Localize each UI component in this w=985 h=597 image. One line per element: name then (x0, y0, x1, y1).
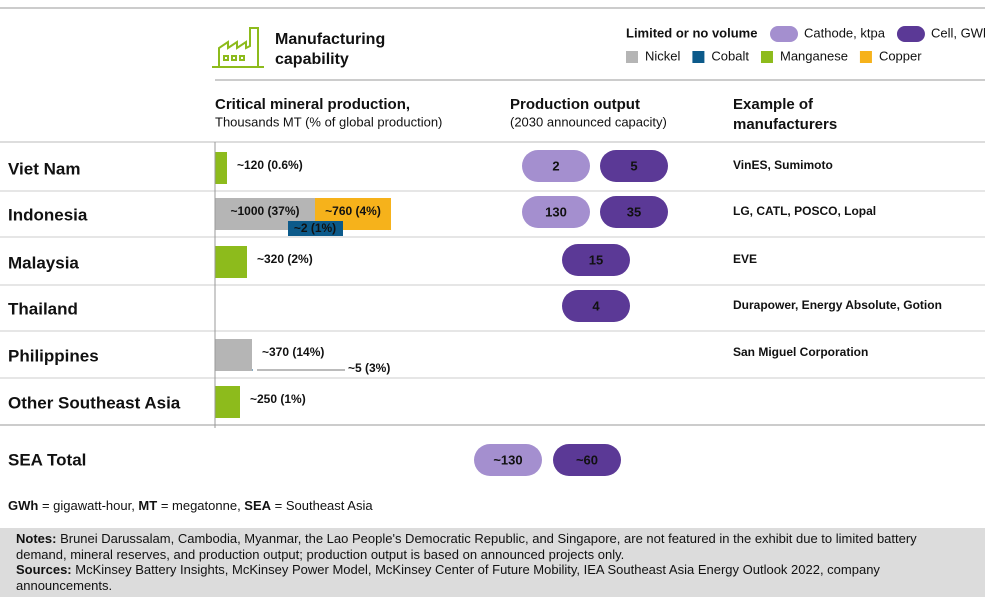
cell-pill (600, 150, 668, 182)
legend-pill (770, 26, 798, 42)
manufacturers: San Miguel Corporation (733, 345, 868, 359)
term: SEA (244, 498, 272, 513)
bar-label: ~1000 (37%) (230, 204, 299, 218)
country: Philippines (8, 346, 99, 365)
cell-pill-label: 4 (592, 298, 600, 313)
column-title: Example of (733, 96, 814, 113)
cell-pill-label: 5 (630, 158, 637, 173)
text: Brunei Darussalam, Cambodia, Myanmar, th… (16, 531, 917, 562)
legend-swatch (692, 51, 705, 63)
column-subtitle: (2030 announced capacity) (510, 114, 667, 129)
cell-pill (553, 444, 621, 476)
bar (215, 246, 247, 278)
cell-pill (600, 196, 668, 228)
bar-label: ~250 (1%) (250, 392, 306, 406)
bar (252, 369, 253, 371)
country: Thailand (8, 299, 78, 318)
country: Other Southeast Asia (8, 393, 181, 412)
bar-label: ~760 (4%) (325, 204, 381, 218)
text: McKinsey Battery Insights, McKinsey Powe… (16, 562, 880, 593)
cathode-pill (522, 150, 590, 182)
cathode-pill (474, 444, 542, 476)
term: MT (138, 498, 158, 513)
text: = megatonne, (157, 498, 245, 513)
legend-label: Cobalt (711, 48, 749, 63)
term: GWh (8, 498, 39, 513)
country: Indonesia (8, 205, 88, 224)
legend-label: Manganese (780, 48, 848, 63)
manufacturers: EVE (733, 252, 757, 266)
column-title: Production output (510, 96, 640, 113)
country: Viet Nam (8, 159, 80, 178)
legend-swatch (760, 51, 773, 63)
country: Malaysia (8, 253, 79, 272)
term: Notes: (16, 531, 57, 546)
cell-pill-label: ~60 (576, 452, 598, 467)
note: Sources: McKinsey Battery Insights, McKi… (16, 562, 969, 593)
legend-label: Copper (879, 48, 922, 63)
cobalt-tag (288, 221, 343, 236)
legend-label: Cathode, ktpa (804, 25, 886, 40)
bar (215, 386, 240, 418)
notes-box: Notes: Brunei Darussalam, Cambodia, Myan… (0, 528, 985, 597)
cathode-pill-label: 2 (552, 158, 559, 173)
definitions: GWh = gigawatt-hour, MT = megatonne, SEA… (8, 498, 373, 513)
bar-label: ~370 (14%) (262, 345, 324, 359)
text: = Southeast Asia (271, 498, 373, 513)
header-title: Manufacturing (275, 31, 385, 48)
bar (215, 152, 227, 184)
term: Sources: (16, 562, 72, 577)
cathode-pill-label: 130 (545, 204, 567, 219)
total-name: SEA Total (8, 450, 86, 469)
legend-pill (896, 26, 925, 42)
header-title: capability (275, 51, 349, 68)
text: = gigawatt-hour, (38, 498, 139, 513)
cell-pill-label: 15 (589, 252, 603, 267)
legend-swatch (626, 51, 638, 63)
legend-swatch (859, 51, 872, 63)
cobalt-label: ~5 (3%) (348, 361, 390, 375)
bar-label: ~320 (2%) (257, 252, 313, 266)
cell-pill (562, 244, 630, 276)
cathode-pill (522, 196, 590, 228)
column-title: manufacturers (733, 116, 837, 133)
cell-pill-label: 35 (627, 204, 641, 219)
note: Notes: Brunei Darussalam, Cambodia, Myan… (16, 531, 969, 562)
factory-icon (212, 27, 264, 68)
legend-title: Limited or no volume (626, 25, 757, 40)
legend-label: Nickel (645, 48, 681, 63)
bar-label: ~120 (0.6%) (237, 158, 303, 172)
legend-label: Cell, GWh (931, 25, 985, 40)
cobalt-label: ~2 (1%) (294, 221, 336, 235)
bar (215, 339, 252, 371)
manufacturers: LG, CATL, POSCO, Lopal (733, 204, 876, 218)
cathode-pill-label: ~130 (493, 452, 522, 467)
column-subtitle: Thousands MT (% of global production) (215, 114, 442, 129)
column-title: Critical mineral production, (215, 96, 410, 113)
cell-pill (562, 290, 630, 322)
manufacturers: VinES, Sumimoto (733, 158, 833, 172)
manufacturers: Durapower, Energy Absolute, Gotion (733, 298, 942, 312)
